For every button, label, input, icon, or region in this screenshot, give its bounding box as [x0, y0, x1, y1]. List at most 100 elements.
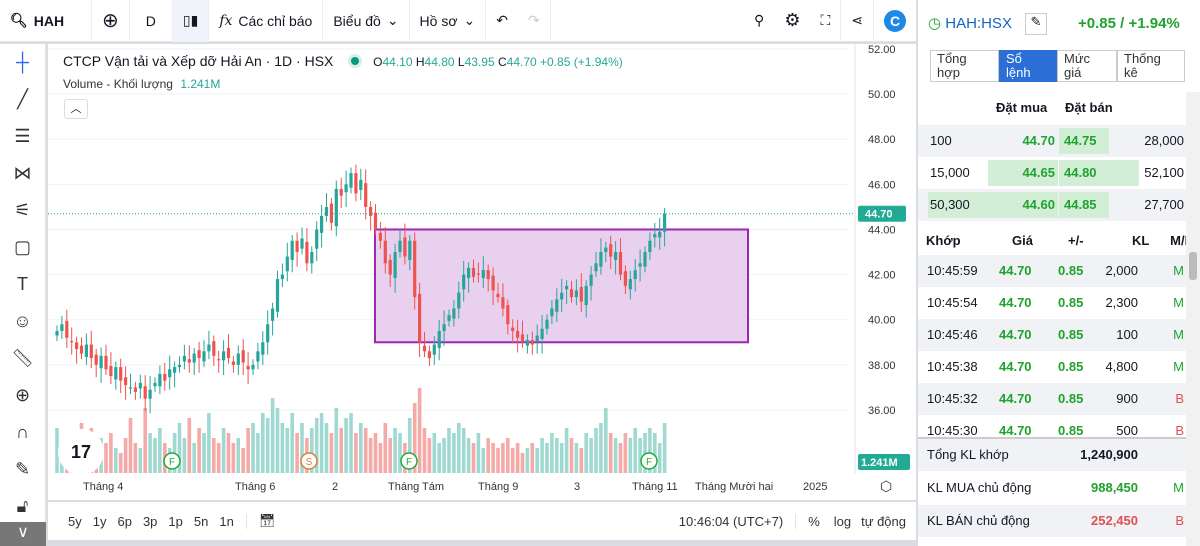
indicators-button[interactable]: fx Các chỉ báo — [209, 0, 324, 42]
lock-drawings-tool[interactable]: ✎ — [0, 451, 45, 488]
volume-bar — [657, 443, 662, 473]
range-3p[interactable]: 3p — [142, 513, 158, 529]
share-button[interactable]: ⋖ — [841, 0, 874, 42]
bid-header: Đặt mua — [996, 100, 1048, 115]
candle — [261, 342, 265, 355]
volume-bar — [594, 428, 598, 473]
volume-bar — [408, 418, 412, 473]
pattern-tool[interactable]: ⋈ — [0, 155, 45, 192]
tab-stats[interactable]: Thống kê — [1117, 50, 1185, 82]
volume-bar — [530, 443, 535, 473]
text-icon: T — [17, 274, 28, 294]
trade-side: M — [1173, 327, 1184, 342]
price-chart[interactable]: 52.00 50.00 48.00 46.00 44.00 42.00 40.00 38.00… — [48, 44, 916, 474]
prediction-tool[interactable]: ⚟ — [0, 192, 45, 229]
lock-tool[interactable]: 🔓︎ — [0, 488, 45, 525]
trade-price: 44.70 — [999, 295, 1032, 310]
emoji-tool[interactable]: ☺ — [0, 303, 45, 340]
shape-tool[interactable]: ▢ — [0, 229, 45, 266]
tab-order-book[interactable]: Sổ lệnh — [999, 50, 1057, 82]
candle — [388, 259, 392, 275]
candle — [104, 355, 108, 370]
redo-button[interactable]: ↷ — [518, 0, 551, 42]
range-1n[interactable]: 1n — [219, 513, 234, 529]
fx-icon: fx — [219, 12, 233, 29]
volume-bar — [349, 413, 353, 473]
scroll-down-button[interactable]: ∨ — [0, 522, 46, 546]
candle — [65, 320, 69, 338]
candle — [422, 345, 427, 352]
clock-display[interactable]: 10:46:04 (UTC+7) — [667, 513, 797, 529]
profile-dropdown[interactable]: Hồ sơ ⌄ — [410, 0, 487, 42]
measure-tool[interactable]: 📏︎ — [0, 340, 45, 377]
volume-bar — [648, 428, 652, 473]
date-range-icon[interactable]: 📅︎ — [258, 513, 276, 528]
symbol-search[interactable]: 🔍︎ HAH — [0, 0, 92, 42]
crosshair-tool[interactable]: ┼ — [0, 44, 45, 81]
candles-button[interactable]: ▯▮ — [172, 0, 210, 42]
undo-button[interactable]: ↶ — [486, 0, 518, 42]
trade-row: 10:45:54 44.70 0.85 2,300 M — [918, 287, 1186, 319]
volume-bar — [207, 413, 211, 473]
range-1p[interactable]: 1p — [168, 513, 183, 529]
bid-price[interactable]: 44.60 — [1022, 197, 1055, 212]
ask-price[interactable]: 44.85 — [1064, 197, 1097, 212]
fullscreen-button[interactable]: ⛶ — [810, 0, 842, 42]
range-5y[interactable]: 5y — [68, 513, 82, 529]
volume-bar — [535, 448, 539, 473]
compare-button[interactable]: ⊕ — [92, 0, 130, 42]
trade-time: 10:45:46 — [927, 327, 978, 342]
volume-bar — [422, 428, 427, 473]
time-axis[interactable]: Tháng 4 Tháng 6 2 Tháng Tám Tháng 9 3 Th… — [48, 474, 916, 500]
scrollbar-thumb[interactable] — [1189, 252, 1197, 280]
volume-bar — [359, 423, 363, 473]
percent-toggle[interactable]: % — [808, 513, 820, 529]
tab-price-levels[interactable]: Mức giá — [1057, 50, 1117, 82]
order-book-row: 50,300 44.60 44.85 27,700 — [918, 189, 1186, 221]
settings-button[interactable]: ⚙ — [774, 0, 810, 42]
range-1y[interactable]: 1y — [92, 513, 107, 529]
volume-bar — [158, 428, 162, 473]
summary-label: Tổng KL khớp — [927, 447, 1009, 462]
bid-price[interactable]: 44.65 — [1022, 165, 1055, 180]
trade-row: 10:45:38 44.70 0.85 4,800 M — [918, 351, 1186, 383]
range-6p[interactable]: 6p — [117, 513, 132, 529]
magnet-tool[interactable]: ∩ — [0, 414, 45, 451]
ask-price[interactable]: 44.75 — [1064, 133, 1097, 148]
candle — [339, 188, 343, 196]
tradingview-logo[interactable]: 17 — [58, 429, 104, 475]
volume-bar — [452, 433, 456, 473]
chart-type-dropdown[interactable]: Biểu đồ ⌄ — [323, 0, 410, 42]
axis-settings-icon[interactable]: ⬡ — [880, 478, 893, 494]
quick-search-button[interactable]: ⚲ — [744, 0, 774, 42]
current-price-badge — [858, 205, 906, 222]
candle — [295, 240, 299, 253]
panel-symbol: ◷ HAH:HSX — [928, 15, 1012, 32]
bid-price[interactable]: 44.70 — [1022, 133, 1055, 148]
fib-tool[interactable]: ☰ — [0, 118, 45, 155]
candle — [560, 292, 564, 300]
chart-area[interactable]: 52.00 50.00 48.00 46.00 44.00 42.00 40.00 38.00… — [48, 44, 916, 475]
zoom-tool[interactable]: ⊕ — [0, 377, 45, 414]
candle — [530, 340, 534, 345]
trade-side: M — [1173, 295, 1184, 310]
candle — [594, 263, 598, 272]
interval-button[interactable]: D — [130, 0, 173, 42]
candle — [437, 331, 441, 348]
volume-bar — [319, 413, 324, 473]
candle — [187, 359, 191, 363]
volume-bar — [114, 448, 118, 473]
tab-summary[interactable]: Tổng hợp — [930, 50, 999, 82]
candle — [334, 188, 338, 227]
log-toggle[interactable]: log — [833, 513, 852, 529]
auto-toggle[interactable]: tự động — [861, 513, 906, 529]
collapse-legend-button[interactable]: ︿ — [64, 99, 88, 119]
ask-price[interactable]: 44.80 — [1064, 165, 1097, 180]
edit-symbol-button[interactable]: ✎ — [1025, 13, 1047, 35]
candle — [418, 293, 422, 343]
trendline-tool[interactable]: ╱ — [0, 81, 45, 118]
range-5n[interactable]: 5n — [193, 513, 209, 529]
panel-scrollbar[interactable] — [1186, 92, 1200, 546]
text-tool[interactable]: T — [0, 266, 45, 303]
candle — [550, 308, 554, 317]
